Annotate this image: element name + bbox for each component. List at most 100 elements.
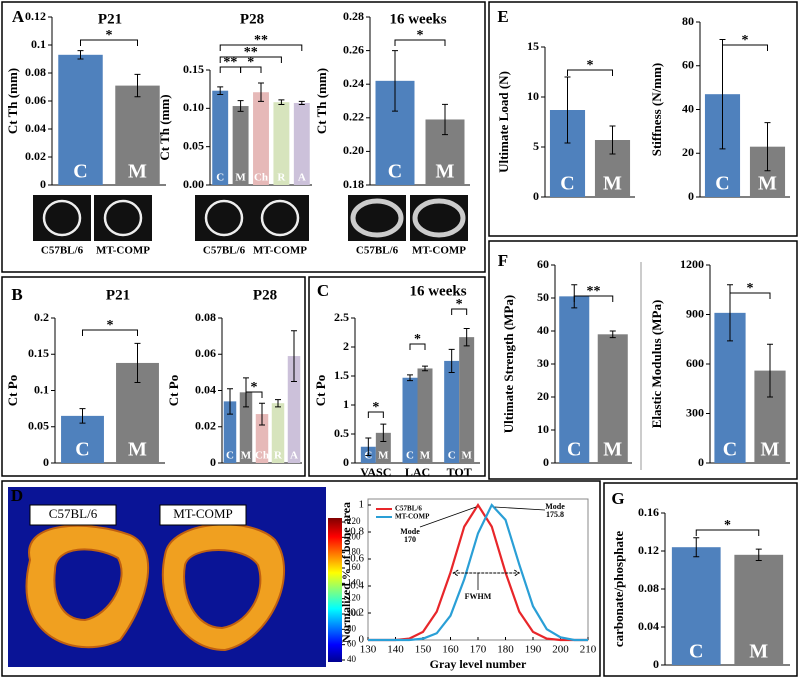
error-bar bbox=[463, 327, 470, 347]
y-tick-label: 0.00 bbox=[183, 177, 204, 191]
bar bbox=[239, 392, 253, 463]
significance-label: ** bbox=[587, 284, 601, 299]
legend-label: C57BL/6 bbox=[395, 505, 422, 513]
y-axis-label: Ultimate Strength (MPa) bbox=[501, 295, 516, 433]
significance-label: * bbox=[251, 380, 258, 395]
bone-ring bbox=[103, 199, 143, 237]
y-tick-label: 30 bbox=[537, 356, 549, 370]
panel-label: F bbox=[498, 251, 508, 270]
y-tick-label: 1.5 bbox=[334, 368, 349, 382]
significance-bracket bbox=[80, 39, 138, 46]
significance-label: * bbox=[106, 28, 113, 43]
bar bbox=[115, 85, 160, 185]
y-tick-label: 15 bbox=[527, 39, 539, 53]
x-tick-label: 150 bbox=[415, 644, 432, 656]
y-tick-label: 0.2 bbox=[350, 607, 364, 619]
bar-label: C bbox=[406, 450, 414, 462]
significance-bracket bbox=[219, 44, 303, 51]
significance-label: ** bbox=[223, 55, 237, 70]
panel-frame bbox=[308, 276, 486, 477]
y-tick-label: 0.12 bbox=[638, 543, 659, 557]
y-tick-label: 50 bbox=[537, 290, 549, 304]
heatmap-label: C57BL/6 bbox=[49, 506, 98, 521]
y-tick-label: 0.02 bbox=[195, 419, 216, 433]
bone-ring bbox=[42, 199, 82, 237]
x-tick-label: 140 bbox=[387, 644, 404, 656]
y-tick-label: 0 bbox=[343, 455, 349, 469]
y-tick-label: 0.26 bbox=[343, 42, 364, 56]
y-tick-label: 0.04 bbox=[195, 382, 216, 396]
bar-label: M bbox=[235, 172, 246, 184]
chart-title: P21 bbox=[106, 287, 130, 303]
bar bbox=[223, 401, 237, 463]
y-tick-label: 0.06 bbox=[195, 346, 216, 360]
panel-label: A bbox=[12, 7, 25, 26]
y-tick-label: 40 bbox=[682, 101, 694, 115]
error-bar bbox=[693, 537, 700, 558]
colorbar-tick-label: 100 bbox=[347, 608, 361, 618]
panel-frame bbox=[488, 1, 798, 237]
colorbar-tick-label: 80 bbox=[347, 623, 357, 633]
y-tick-label: 0.16 bbox=[638, 505, 659, 519]
bar bbox=[287, 356, 301, 463]
y-tick-label: 0.2 bbox=[34, 310, 49, 324]
label-box bbox=[159, 504, 247, 526]
bone-ring bbox=[260, 199, 300, 237]
y-tick-label: 40 bbox=[537, 323, 549, 337]
bar bbox=[273, 102, 290, 185]
label-box bbox=[29, 504, 117, 526]
colorbar-tick-label: 40 bbox=[347, 654, 357, 664]
y-tick-label: 0.08 bbox=[25, 65, 46, 79]
bar-label: C bbox=[75, 439, 89, 461]
significance-label: * bbox=[587, 58, 594, 73]
bar-label: R bbox=[277, 172, 286, 184]
y-tick-label: 0.06 bbox=[25, 93, 46, 107]
y-tick-label: 1 bbox=[359, 499, 365, 511]
y-tick-label: 0.28 bbox=[343, 9, 364, 23]
error-bar bbox=[237, 100, 244, 112]
y-tick-label: 600 bbox=[686, 356, 704, 370]
y-tick-label: 5 bbox=[533, 139, 539, 153]
fwhm-arrow bbox=[452, 569, 521, 577]
y-tick-label: 0 bbox=[543, 455, 549, 469]
y-axis-label: Ct Th (mm) bbox=[5, 68, 20, 134]
bar-label: C bbox=[689, 641, 703, 663]
micrograph-label: MT-COMP bbox=[96, 245, 150, 257]
bar bbox=[734, 554, 784, 665]
significance-bracket bbox=[245, 391, 263, 398]
bar-label: M bbox=[603, 173, 622, 195]
bar-label: C bbox=[715, 173, 729, 195]
significance-label: * bbox=[107, 318, 114, 333]
panel-label: G bbox=[611, 489, 624, 508]
bar-label: A bbox=[298, 172, 306, 184]
significance-label: * bbox=[414, 332, 421, 347]
bar-label: M bbox=[758, 173, 777, 195]
significance-bracket bbox=[240, 66, 262, 73]
x-tick-label: VASC bbox=[360, 465, 391, 479]
panel-label: D bbox=[11, 486, 23, 505]
colorbar-tick-label: 140 bbox=[347, 577, 361, 587]
significance-label: * bbox=[247, 55, 254, 70]
bar-label: C bbox=[448, 450, 456, 462]
colorbar-tick-label: 220 bbox=[347, 516, 361, 526]
bone-section bbox=[25, 524, 150, 649]
bar-label: C bbox=[388, 161, 402, 183]
y-axis-label: Ct Po bbox=[313, 375, 328, 406]
bar-label: C bbox=[560, 173, 574, 195]
colorbar-tick-label: 200 bbox=[347, 531, 361, 541]
annotation: 170 bbox=[404, 535, 416, 544]
bar-label: Ch bbox=[254, 172, 268, 184]
micrograph bbox=[94, 195, 152, 241]
y-tick-label: 0.1 bbox=[31, 37, 46, 51]
error-bar bbox=[442, 103, 448, 136]
y-tick-label: 60 bbox=[537, 257, 549, 271]
micrograph-label: C57BL/6 bbox=[41, 245, 84, 257]
bar bbox=[459, 337, 475, 463]
bar bbox=[61, 415, 104, 463]
y-tick-label: 0.22 bbox=[343, 110, 364, 124]
bar bbox=[444, 360, 460, 463]
significance-label: * bbox=[372, 400, 379, 415]
y-axis-label: Normalized % of bone area bbox=[339, 502, 353, 643]
y-tick-label: 900 bbox=[686, 306, 704, 320]
significance-bracket bbox=[409, 343, 426, 350]
